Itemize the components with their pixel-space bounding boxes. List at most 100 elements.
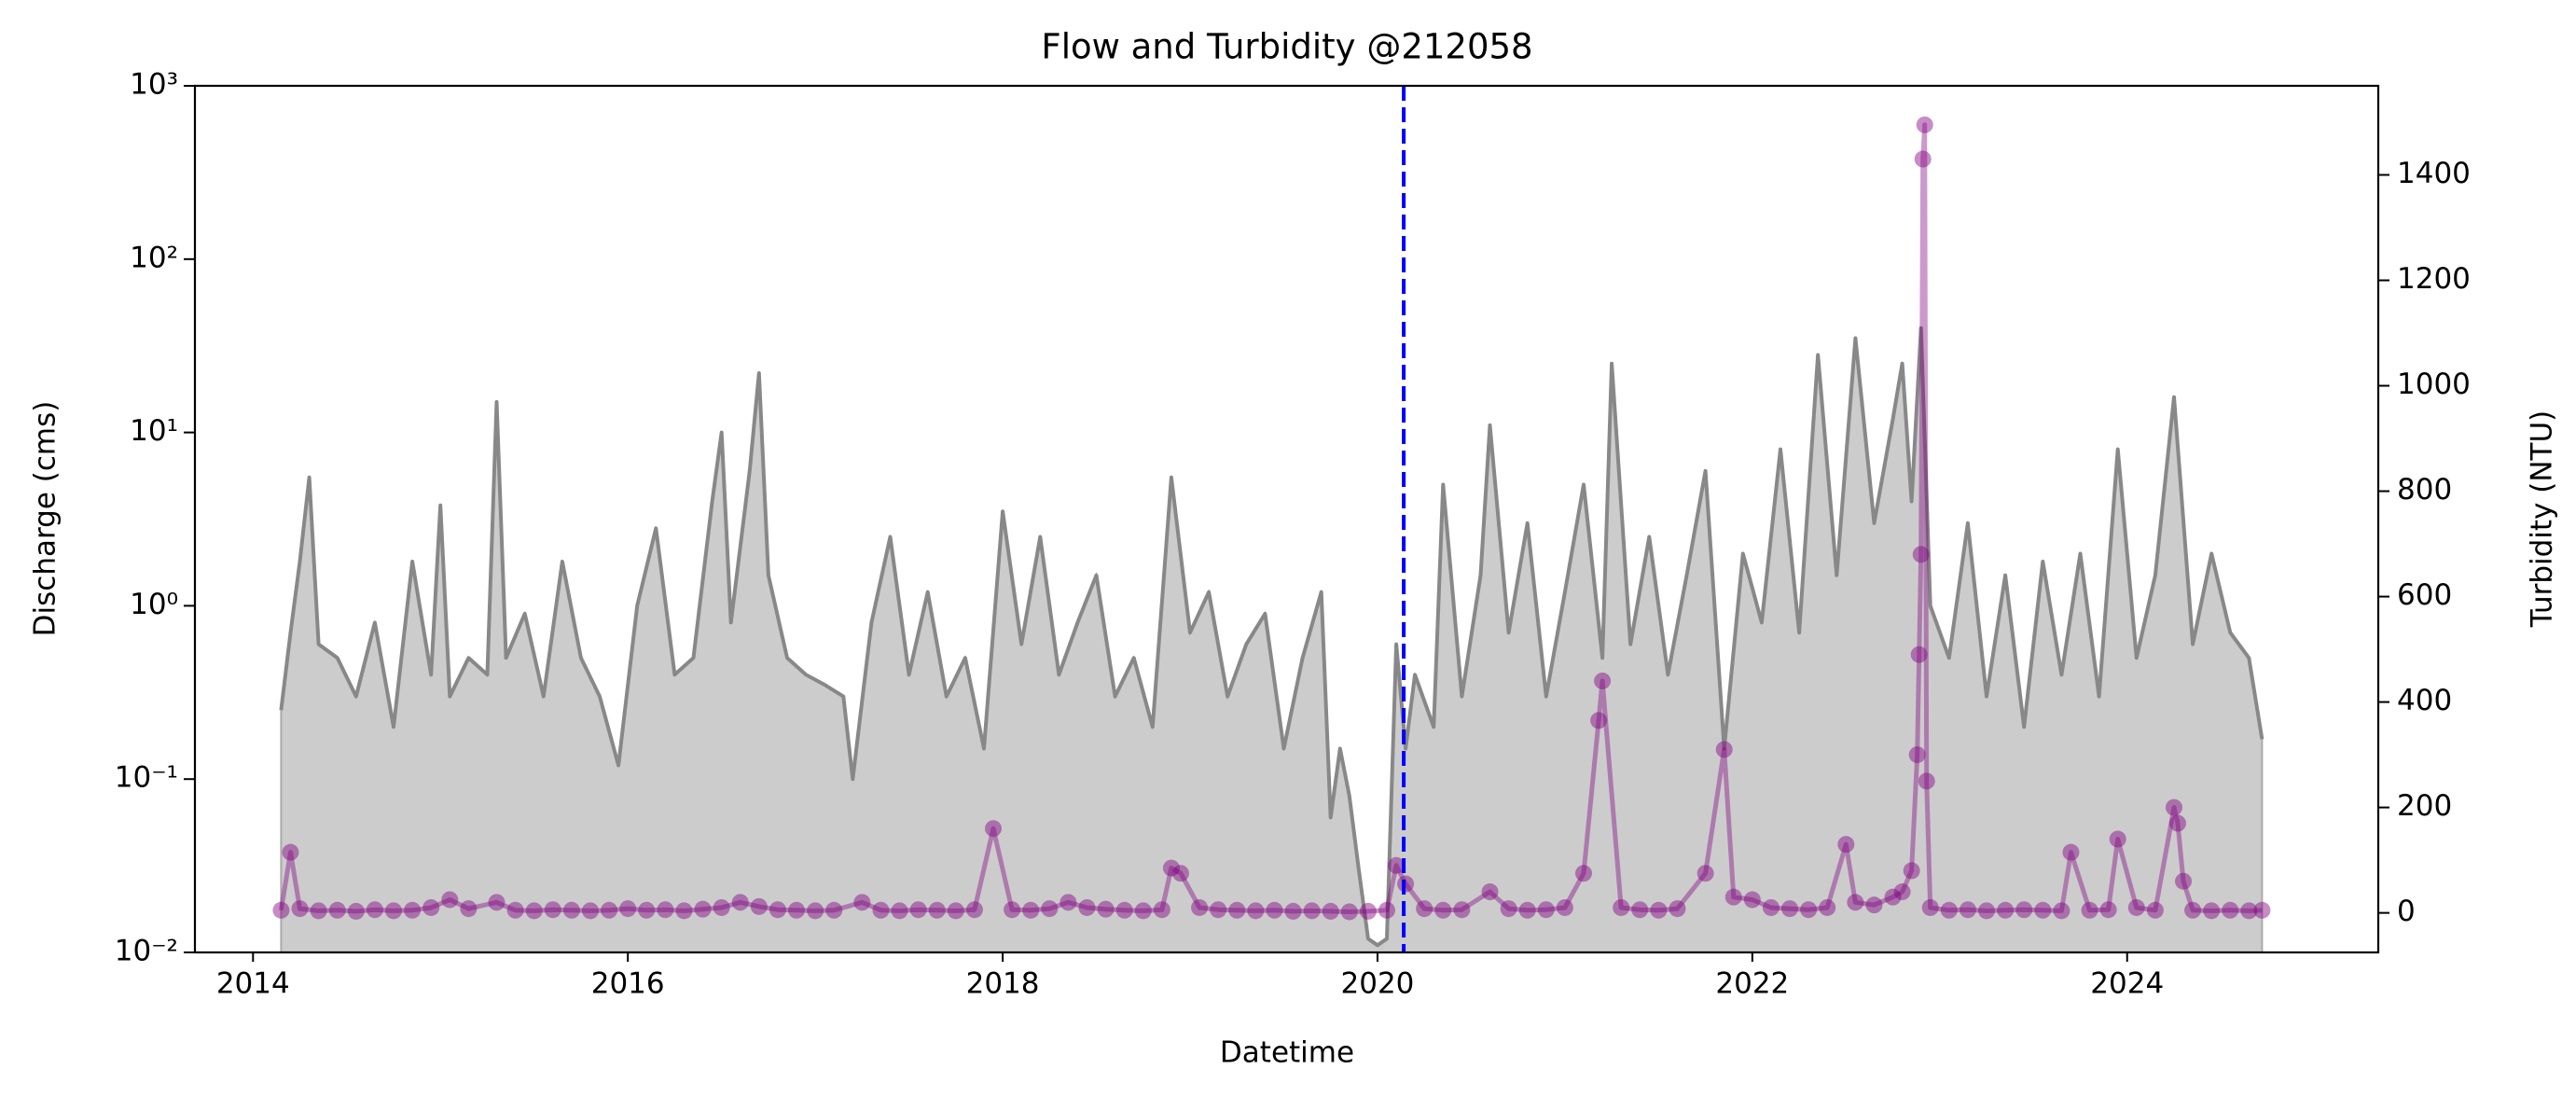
turbidity-marker [1910, 646, 1928, 663]
x-tick-label: 2014 [216, 967, 290, 1001]
turbidity-marker [1266, 901, 1283, 919]
x-tick-label: 2020 [1341, 967, 1415, 1001]
turbidity-marker [807, 902, 824, 920]
turbidity-marker [1613, 898, 1630, 916]
turbidity-marker [1590, 712, 1608, 729]
turbidity-marker [460, 900, 478, 918]
turbidity-marker [1940, 901, 1958, 919]
turbidity-marker [928, 901, 946, 919]
turbidity-line [278, 122, 2263, 914]
turbidity-marker [404, 901, 422, 919]
turbidity-marker [347, 902, 365, 920]
turbidity-marker [2203, 902, 2221, 920]
turbidity-marker [1916, 116, 1933, 133]
turbidity-marker [1893, 883, 1911, 901]
turbidity-marker [1781, 900, 1799, 918]
turbidity-marker [1434, 901, 1452, 919]
turbidity-marker [2127, 898, 2145, 916]
turbidity-marker [2062, 843, 2080, 861]
turbidity-marker [272, 901, 290, 919]
y2-tick-label: 400 [2397, 684, 2452, 717]
turbidity-marker [1078, 898, 1096, 916]
turbidity-marker [1903, 862, 1920, 880]
turbidity-marker [1574, 865, 1592, 882]
turbidity-marker [1359, 902, 1377, 920]
x-tick-label: 2024 [2090, 967, 2164, 1001]
turbidity-marker [1153, 901, 1170, 919]
turbidity-marker [731, 894, 749, 911]
turbidity-marker [1388, 856, 1406, 874]
turbidity-marker [788, 901, 806, 919]
turbidity-marker [1481, 883, 1499, 901]
turbidity-marker [1097, 900, 1115, 918]
x-tick-label: 2018 [966, 967, 1040, 1001]
turbidity-marker [1500, 900, 1517, 918]
y2-tick-label: 600 [2397, 578, 2452, 612]
turbidity-marker [985, 820, 1003, 838]
turbidity-marker [601, 901, 618, 919]
turbidity-marker [891, 902, 908, 920]
discharge-line [279, 326, 2264, 948]
x-tick-label: 2022 [1715, 967, 1789, 1001]
turbidity-marker [1997, 901, 2015, 919]
turbidity-marker [1378, 901, 1396, 919]
turbidity-marker [1697, 865, 1714, 882]
y-axis-label: Discharge (cms) [29, 401, 62, 637]
turbidity-marker [2109, 830, 2126, 848]
turbidity-marker [909, 901, 927, 919]
turbidity-marker [1978, 902, 1996, 920]
turbidity-marker [694, 900, 712, 918]
turbidity-marker [2175, 872, 2193, 890]
y2-tick-label: 1000 [2397, 368, 2471, 401]
turbidity-marker [2015, 901, 2033, 919]
turbidity-marker [965, 901, 983, 919]
turbidity-marker [1134, 902, 1152, 920]
y2-tick-label: 0 [2397, 895, 2416, 928]
turbidity-marker [1762, 898, 1780, 916]
turbidity-marker [2146, 901, 2164, 919]
turbidity-marker [422, 898, 440, 916]
y-tick-label: 10⁰ [130, 588, 178, 621]
turbidity-marker [385, 902, 403, 920]
x-axis-label: Datetime [1220, 1036, 1354, 1070]
turbidity-marker [581, 902, 599, 920]
turbidity-marker [1724, 888, 1742, 906]
turbidity-marker [1847, 894, 1864, 911]
turbidity-marker [1631, 901, 1649, 919]
turbidity-marker [562, 901, 580, 919]
turbidity-marker [1171, 865, 1189, 882]
turbidity-marker [1865, 896, 1883, 914]
turbidity-marker [1715, 741, 1733, 758]
turbidity-marker [366, 901, 383, 919]
turbidity-marker [750, 897, 768, 915]
turbidity-marker [638, 901, 656, 919]
turbidity-marker [506, 901, 524, 919]
turbidity-marker [1115, 901, 1133, 919]
turbidity-marker [282, 843, 299, 861]
turbidity-marker [2099, 901, 2117, 919]
turbidity-marker [1743, 891, 1761, 909]
turbidity-marker [328, 901, 346, 919]
y-tick-label: 10² [130, 241, 178, 274]
turbidity-marker [525, 902, 543, 920]
plot-frame [193, 84, 2380, 954]
turbidity-marker [675, 902, 693, 920]
turbidity-marker [1162, 859, 1180, 877]
turbidity-marker [2053, 902, 2070, 920]
turbidity-marker [1921, 898, 1939, 916]
turbidity-marker [853, 894, 871, 911]
turbidity-marker [2184, 901, 2202, 919]
turbidity-marker [1650, 901, 1668, 919]
turbidity-marker [1537, 901, 1555, 919]
turbidity-marker [1303, 902, 1321, 920]
turbidity-marker [1340, 903, 1358, 921]
y-tick-label: 10⁻¹ [115, 761, 178, 795]
turbidity-marker [1004, 901, 1021, 919]
y-tick-label: 10¹ [130, 414, 178, 448]
chart-title: Flow and Turbidity @212058 [1041, 27, 1532, 67]
turbidity-marker [872, 901, 890, 919]
turbidity-marker [1669, 900, 1686, 918]
y2-tick-label: 800 [2397, 473, 2452, 507]
turbidity-marker [1914, 150, 1932, 168]
turbidity-marker [713, 898, 730, 916]
